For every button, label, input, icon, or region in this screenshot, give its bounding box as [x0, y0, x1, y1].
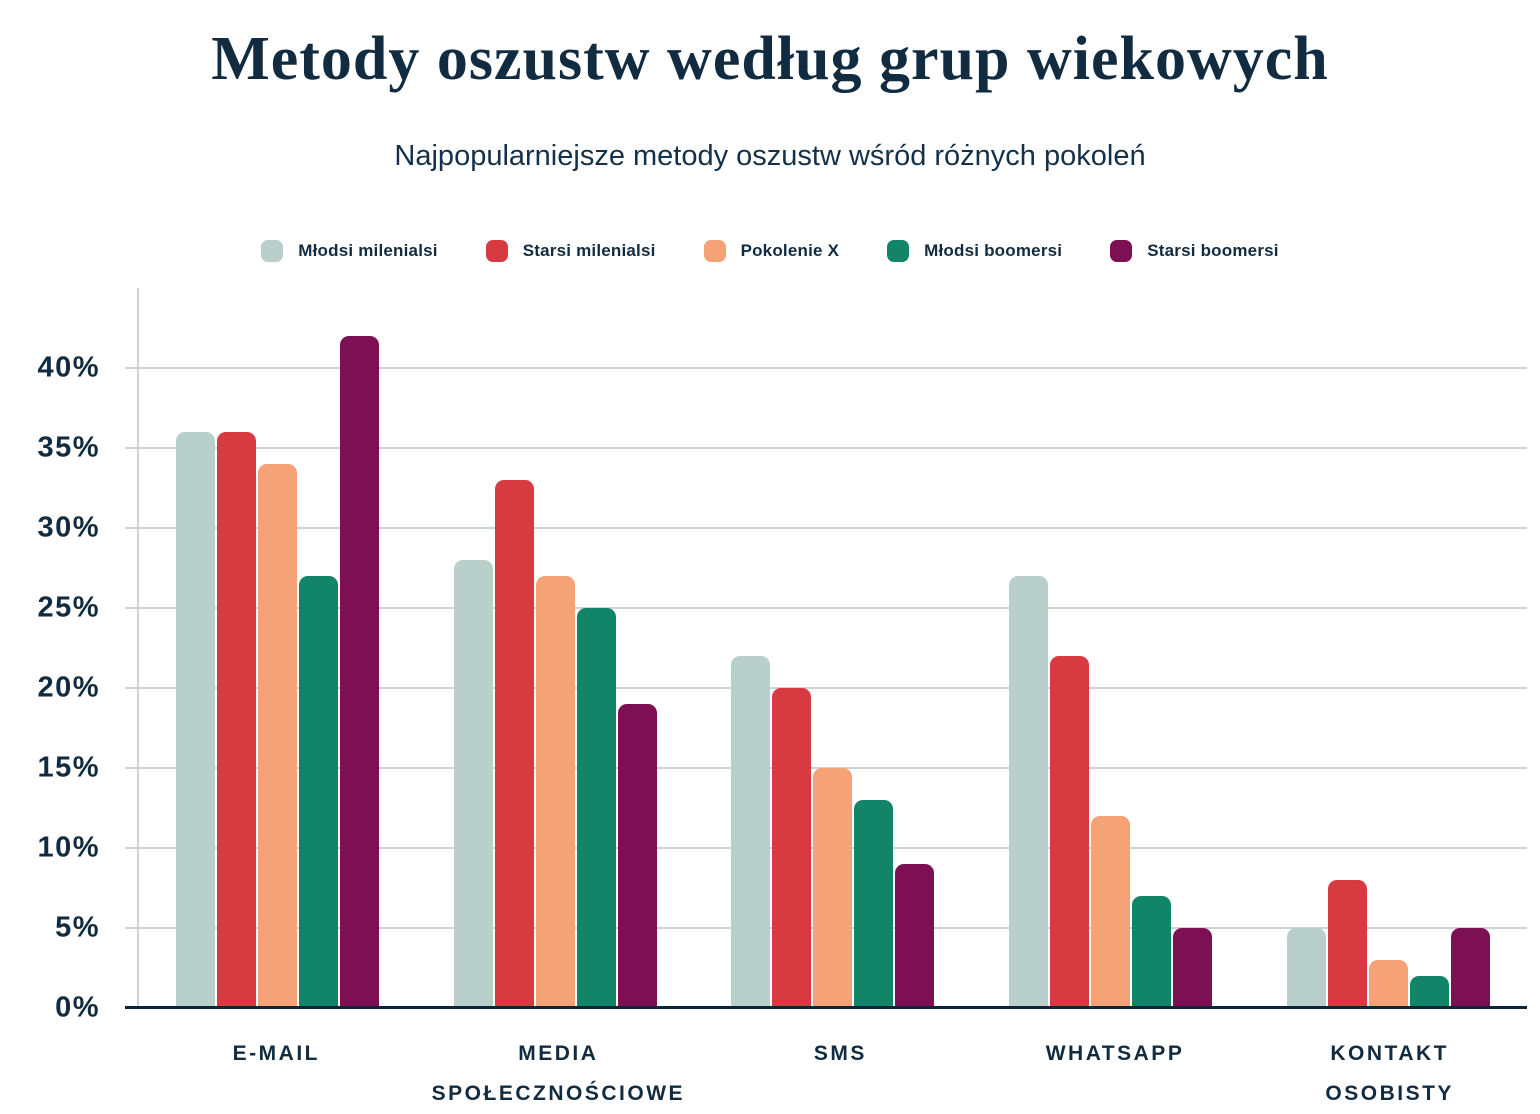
page-title: Metody oszustw według grup wiekowych [211, 25, 1329, 93]
bar[interactable] [494, 480, 534, 1008]
legend-label: Młodsi boomersi [924, 241, 1063, 260]
bar[interactable] [772, 688, 812, 1008]
gridline [125, 607, 1527, 609]
page-subtitle: Najpopularniejsze metody oszustw wśród r… [394, 140, 1146, 172]
x-axis-category-label: E-MAIL [232, 1042, 320, 1065]
bar[interactable] [1409, 976, 1449, 1008]
y-axis-tick-label: 15% [37, 751, 100, 784]
legend-label: Starsi milenialsi [522, 241, 656, 260]
bar[interactable] [299, 576, 339, 1008]
bar[interactable] [813, 768, 853, 1008]
bar[interactable] [1009, 576, 1049, 1008]
bar[interactable] [1132, 896, 1172, 1008]
y-axis-tick-label: 35% [37, 431, 100, 464]
x-axis-category-label: KONTAKT OSOBISTY [1325, 1042, 1454, 1105]
gridline [125, 367, 1527, 369]
bar[interactable] [617, 704, 657, 1008]
legend-swatch-icon [703, 240, 726, 262]
legend-label: Pokolenie X [740, 241, 840, 260]
legend-swatch-icon [1110, 240, 1133, 262]
bar-group [139, 288, 417, 1008]
gridline [125, 447, 1527, 449]
x-axis-line [125, 1006, 1527, 1009]
legend-label: Starsi boomersi [1147, 241, 1279, 260]
x-axis-category-label: MEDIA SPOŁECZNOŚCIOWE [431, 1042, 686, 1105]
bar[interactable] [535, 576, 575, 1008]
bar[interactable] [217, 432, 257, 1008]
bar[interactable] [340, 336, 380, 1008]
y-axis-line [137, 288, 139, 1008]
gridline [125, 527, 1527, 529]
y-axis-tick-label: 40% [37, 351, 100, 384]
bar-group [1249, 288, 1527, 1008]
bar[interactable] [1050, 656, 1090, 1008]
bar[interactable] [576, 608, 616, 1008]
x-axis-category-label: SMS [813, 1042, 867, 1065]
y-axis-tick-label: 20% [37, 671, 100, 704]
bar-group [694, 288, 972, 1008]
y-axis-tick-label: 0% [55, 991, 100, 1024]
legend-swatch-icon [485, 240, 508, 262]
bar[interactable] [258, 464, 298, 1008]
bar[interactable] [895, 864, 935, 1008]
legend-swatch-icon [261, 240, 284, 262]
x-axis-labels: E-MAIL MEDIA SPOŁECZNOŚCIOWE SMS WHATSAPP KO… [139, 1034, 1527, 1114]
legend-item[interactable]: Młodsi milenialsi [261, 240, 438, 262]
bar[interactable] [1450, 928, 1490, 1008]
bar[interactable] [1173, 928, 1213, 1008]
bar[interactable] [854, 800, 894, 1008]
y-axis-tick-label: 5% [55, 911, 100, 944]
bar-group [417, 288, 695, 1008]
y-axis-tick-label: 25% [37, 591, 100, 624]
bar[interactable] [731, 656, 771, 1008]
legend-label: Młodsi milenialsi [298, 241, 438, 260]
bar[interactable] [1091, 816, 1131, 1008]
bar[interactable] [1286, 928, 1326, 1008]
legend-item[interactable]: Starsi boomersi [1110, 240, 1279, 262]
bar[interactable] [176, 432, 216, 1008]
x-axis-category-label: WHATSAPP [1045, 1042, 1185, 1065]
y-axis-labels: 0% 5% 10% 15% 20% 25% 30% 35% 40% [0, 288, 112, 1024]
legend-item[interactable]: Pokolenie X [703, 240, 840, 262]
y-axis-tick-label: 10% [37, 831, 100, 864]
bar[interactable] [453, 560, 493, 1008]
bar[interactable] [1368, 960, 1408, 1008]
bar-groups [139, 288, 1527, 1008]
legend-item[interactable]: Starsi milenialsi [485, 240, 656, 262]
legend-swatch-icon [887, 240, 910, 262]
chart-area: 0% 5% 10% 15% 20% 25% 30% 35% 40% E-MAIL MEDIA SP… [37, 288, 1527, 1105]
bar[interactable] [1327, 880, 1367, 1008]
legend-item[interactable]: Młodsi boomersi [887, 240, 1062, 262]
gridline [125, 687, 1527, 689]
y-axis-tick-label: 30% [37, 511, 100, 544]
bar-group [972, 288, 1250, 1008]
legend: Młodsi milenialsi Starsi milenialsi Pokole… [0, 240, 1540, 262]
